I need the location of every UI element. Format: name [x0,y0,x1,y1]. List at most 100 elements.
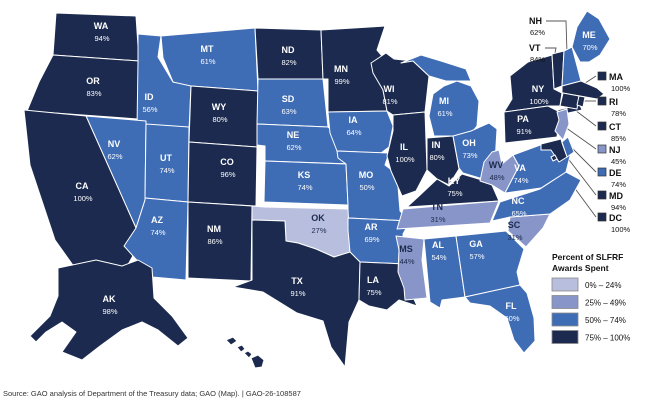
state-label-mi: MI [439,96,449,106]
state-label-wy: WY [212,102,227,112]
state-value-wa: 94% [94,34,109,43]
legend-swatch-75-100 [551,330,579,344]
md-swatch [597,190,607,200]
callout-dc: DC 100% [597,212,631,234]
callout-dc-value: 100% [611,225,631,234]
state-value-me: 70% [582,43,597,52]
state-me [571,10,611,63]
legend-title-line2: Awards Spent [552,263,609,273]
nj-swatch [597,144,607,154]
state-value-sc: 31% [507,233,522,242]
state-label-nd: ND [282,45,295,55]
state-ut [144,123,190,203]
state-value-wy: 80% [212,115,227,124]
state-value-nd: 82% [281,58,296,67]
callout-ri: RI 78% [597,96,626,118]
states-layer [23,10,611,369]
state-label-sd: SD [282,94,295,104]
state-label-me: ME [582,30,596,40]
dc-swatch [597,212,607,222]
callout-line-nj [564,126,597,150]
state-label-mo: MO [359,170,374,180]
state-value-va: 74% [513,176,528,185]
state-value-ga: 57% [469,252,484,261]
state-value-or: 83% [86,89,101,98]
state-wv [479,149,520,194]
state-value-ut: 74% [159,166,174,175]
legend-swatch-0-24 [551,277,579,292]
state-value-az: 74% [150,228,165,237]
state-label-sc: SC [508,220,521,230]
state-value-wv: 48% [489,173,504,182]
callout-dc-label: DC [609,213,622,223]
callout-nh: NH 62% [529,16,545,37]
callout-md-value: 94% [611,203,626,212]
state-label-oh: OH [462,138,476,148]
state-dc [550,154,558,162]
source-note: Source: GAO analysis of Department of th… [3,389,301,398]
callout-ri-value: 78% [611,109,626,118]
state-value-tn: 31% [430,215,445,224]
state-label-ny: NY [532,84,545,94]
de-swatch [597,167,607,177]
state-label-ak: AK [103,294,116,304]
state-pa [503,105,561,144]
state-tx [232,219,361,368]
state-ct [559,92,580,110]
state-value-ne: 62% [286,143,301,152]
state-label-wa: WA [94,21,109,31]
state-label-wi: WI [384,84,395,94]
state-label-ut: UT [160,153,172,163]
callout-nj-value: 45% [611,157,626,166]
state-nj [554,108,570,141]
callout-line-de [570,146,597,173]
state-label-nm: NM [207,224,221,234]
state-value-ok: 27% [311,226,326,235]
state-value-id: 56% [142,105,157,114]
state-nc [491,171,582,222]
state-label-mn: MN [334,64,348,74]
callout-vt-value: 84% [530,55,545,64]
legend-swatch-25-49 [551,295,579,309]
callout-nh-value: 62% [530,28,545,37]
state-label-mt: MT [201,44,214,54]
state-value-co: 96% [220,170,235,179]
state-ia [327,110,394,154]
state-fl [464,284,536,354]
callout-nj-label: NJ [609,145,621,155]
state-mi [400,54,480,137]
state-label-or: OR [86,76,100,86]
state-value-ak: 98% [102,307,117,316]
callout-ma: MA 100% [597,71,631,93]
callout-ri-label: RI [609,97,618,107]
callout-line-nh [546,20,568,54]
callout-ct: CT 85% [597,121,626,143]
state-value-la: 75% [366,288,381,297]
state-value-ks: 74% [297,183,312,192]
state-ms [395,235,428,301]
state-value-nc: 65% [511,209,526,218]
callout-ct-value: 85% [611,134,626,143]
state-label-nc: NC [512,196,525,206]
state-value-nm: 86% [207,237,222,246]
legend-label-75-100: 75% – 100% [585,334,630,343]
state-value-sd: 63% [281,107,296,116]
state-label-wv: WV [489,160,504,170]
ct-swatch [597,121,607,131]
state-label-ar: AR [365,222,378,232]
callout-vt: VT 84% [529,43,545,64]
state-value-mi: 61% [437,109,452,118]
state-label-fl: FL [506,301,517,311]
state-or [26,54,140,120]
state-value-fl: 60% [504,314,519,323]
state-label-in: IN [432,140,441,150]
callout-md: MD 94% [597,190,626,212]
state-label-al: AL [432,240,444,250]
callout-vt-label: VT [529,43,541,53]
state-value-hi: 95% [203,354,218,363]
legend: Percent of SLFRF Awards Spent 0% – 24% 2… [551,252,630,344]
state-value-ar: 69% [364,235,379,244]
legend-label-50-74: 50% – 74% [585,316,626,325]
state-label-nv: NV [108,139,121,149]
